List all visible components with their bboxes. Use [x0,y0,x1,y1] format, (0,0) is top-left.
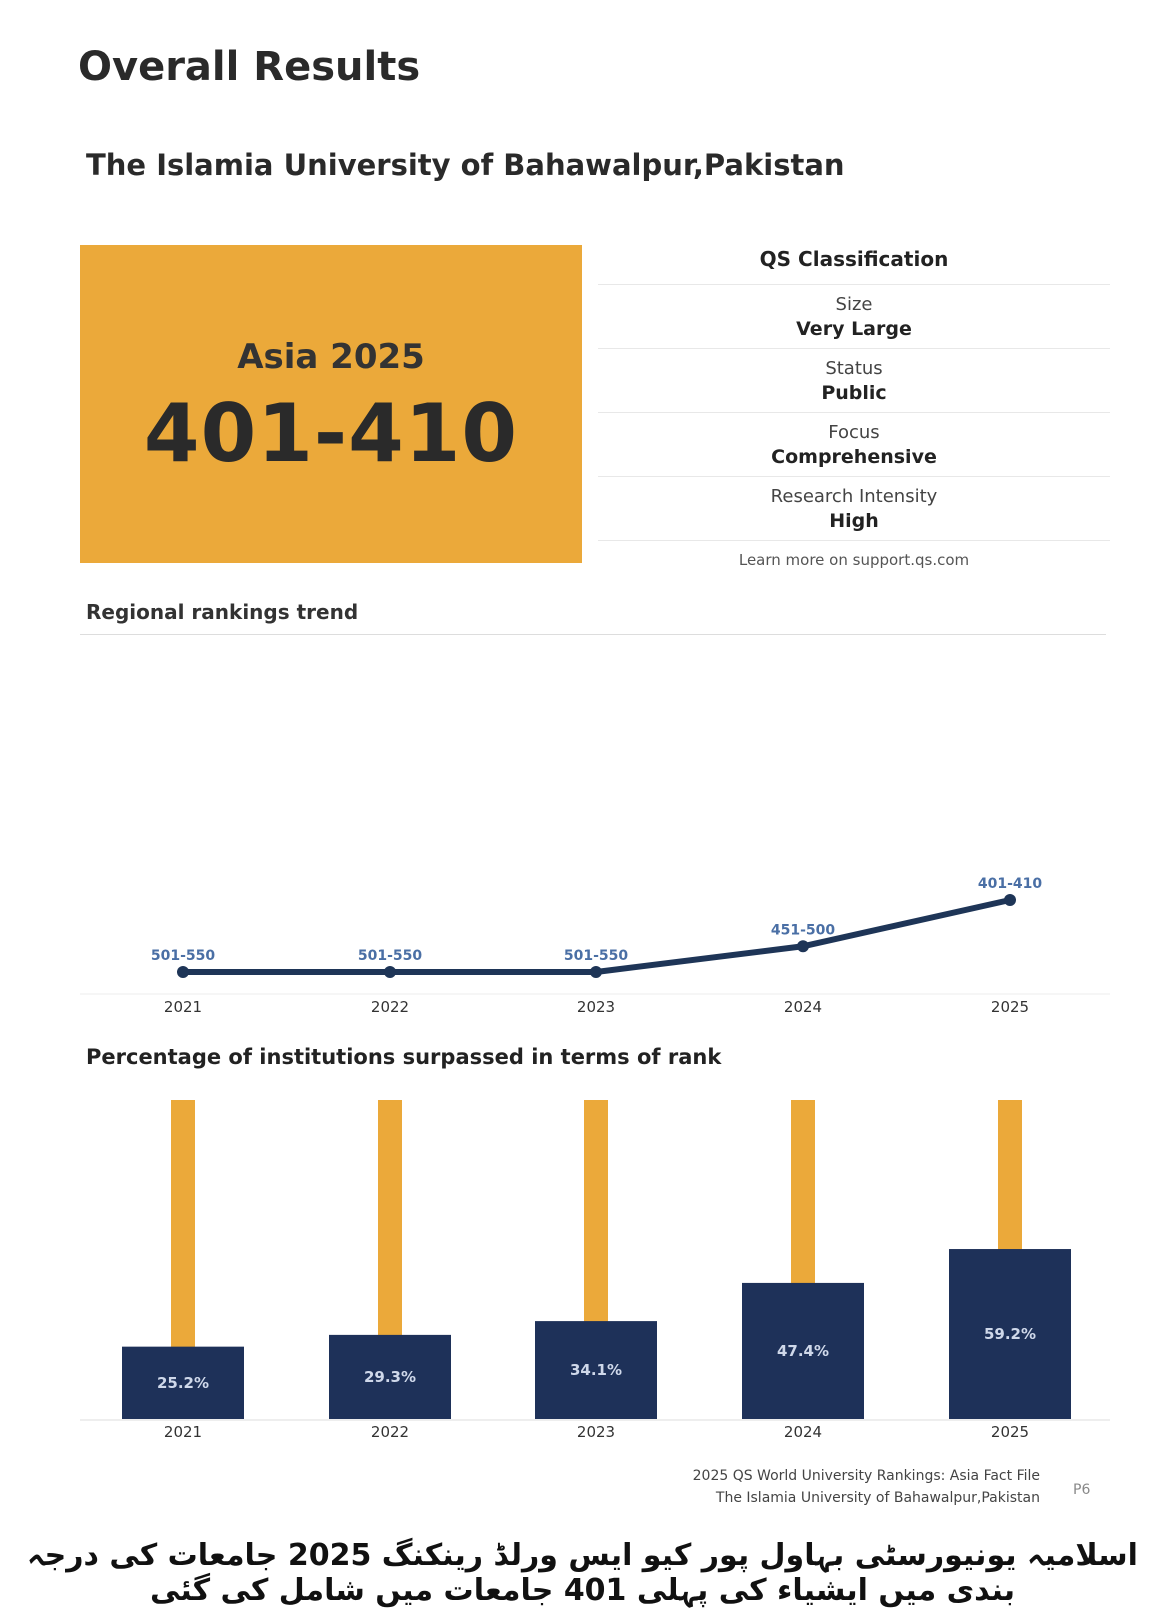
trend-data-label: 451-500 [771,922,836,938]
bar-value-label: 47.4% [777,1342,829,1360]
trend-x-tick-label: 2023 [577,998,615,1015]
rank-box: Asia 2025 401-410 [80,245,582,563]
bar-value-label: 59.2% [984,1325,1036,1343]
bar [742,1282,864,1419]
trend-data-label: 401-410 [978,876,1043,892]
classification-label: Research Intensity [770,485,938,507]
trend-point [797,940,809,953]
rank-value: 401-410 [143,387,519,480]
page-title: Overall Results [78,44,421,90]
learn-more-link[interactable]: Learn more on support.qs.com [738,551,970,569]
rank-label: Asia 2025 [237,337,425,377]
footer-university: The Islamia University of Bahawalpur,Pak… [715,1490,1040,1506]
classification-label: Focus [828,421,880,443]
classification-value: Public [821,381,887,404]
trend-data-label: 501-550 [151,948,216,964]
classification-row-research-intensity: Research Intensity High [598,477,1110,541]
urdu-caption: اسلامیہ یونیورسٹی بہاول پور کیو ایس ورلڈ… [27,1538,1138,1608]
institutions-surpassed-bar-chart: 25.2% 2021 29.3% 2022 34.1% 2023 47.4% 2024 59.2… [80,1100,1110,1440]
bar-chart-title: Percentage of institutions surpassed in … [86,1045,722,1069]
trend-data-label: 501-550 [358,948,423,964]
trend-point [1004,894,1016,906]
bar-x-tick-label: 2024 [784,1423,822,1440]
qs-classification-panel: QS Classification Size Very Large Status… [598,244,1110,569]
trend-point [177,966,189,978]
university-name: The Islamia University of Bahawalpur,Pak… [86,148,845,182]
trend-chart-title: Regional rankings trend [86,600,359,624]
trend-x-tick-label: 2022 [371,998,409,1015]
bar-value-label: 25.2% [157,1374,209,1392]
trend-divider [80,634,1106,635]
bar-x-tick-label: 2022 [371,1423,409,1440]
bar-value-label: 29.3% [364,1368,416,1386]
trend-data-label: 501-550 [564,948,629,964]
classification-value: High [829,509,879,532]
trend-point [384,966,396,978]
page-number: P6 [1073,1482,1091,1498]
classification-label: Size [835,293,873,315]
trend-x-tick-label: 2025 [991,998,1029,1015]
classification-heading: QS Classification [598,244,1110,285]
bar-x-tick-label: 2023 [577,1423,615,1440]
bar-x-tick-label: 2021 [164,1423,202,1440]
bar-x-tick-label: 2025 [991,1423,1029,1440]
classification-row-size: Size Very Large [598,285,1110,349]
bar [329,1334,451,1419]
bar-value-label: 34.1% [570,1361,622,1379]
bar [535,1321,657,1419]
trend-point [590,966,602,978]
trend-x-tick-label: 2021 [164,998,202,1015]
trend-x-tick-label: 2024 [784,998,822,1015]
regional-rankings-trend-chart: 501-550 2021 501-550 2022 501-550 2023 451-500… [80,876,1110,1015]
bar [122,1346,244,1419]
classification-row-status: Status Public [598,349,1110,413]
bar [949,1249,1071,1419]
classification-value: Comprehensive [771,445,937,468]
footer-report-title: 2025 QS World University Rankings: Asia … [692,1468,1040,1484]
classification-label: Status [825,357,883,379]
classification-row-focus: Focus Comprehensive [598,413,1110,477]
classification-value: Very Large [796,317,912,340]
